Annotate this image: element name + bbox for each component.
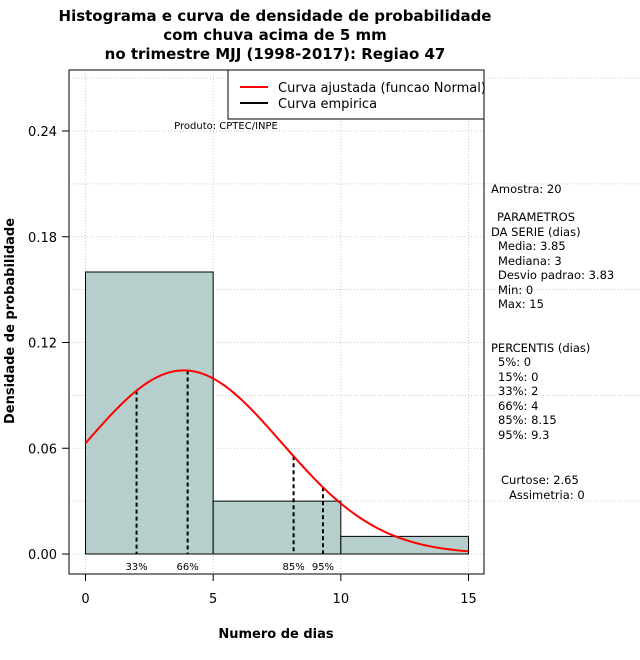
x-tick-label-3: 15 bbox=[460, 592, 477, 607]
x-tick-label-2: 10 bbox=[333, 592, 350, 607]
y-tick-label-3: 0.18 bbox=[28, 231, 57, 246]
legend-box bbox=[227, 69, 485, 120]
stddev-text: Desvio padrao: 3.83 bbox=[498, 268, 614, 282]
percentile-markers: 33% 66% 85% 95% bbox=[125, 370, 334, 573]
legend: Curva ajustada (funcao Normal) Curva emp… bbox=[227, 69, 486, 120]
percentiles-heading: PERCENTIS (dias) bbox=[491, 341, 590, 355]
title-line-1: Histograma e curva de densidade de proba… bbox=[59, 7, 492, 25]
mean-text: Media: 3.85 bbox=[498, 239, 566, 253]
y-tick-label-4: 0.24 bbox=[28, 125, 57, 140]
x-axis-label: Numero de dias bbox=[218, 627, 334, 642]
histogram-bar-1 bbox=[212, 500, 342, 555]
legend-label-empirical: Curva empirica bbox=[278, 97, 377, 112]
y-axis: 0.00 0.06 0.12 0.18 0.24 bbox=[28, 125, 69, 563]
params-heading-2: DA SERIE (dias) bbox=[491, 225, 581, 239]
source-annotation: Produto: CPTEC/INPE bbox=[174, 121, 278, 132]
fitted-normal-curve bbox=[84, 369, 469, 553]
x-tick-label-1: 5 bbox=[209, 592, 217, 607]
histogram-bar-0 bbox=[85, 271, 214, 555]
y-tick-label-1: 0.06 bbox=[28, 442, 57, 457]
p85-text: 85%: 8.15 bbox=[498, 413, 557, 427]
legend-label-fitted: Curva ajustada (funcao Normal) bbox=[278, 81, 486, 96]
y-axis-label: Densidade de probabilidade bbox=[3, 218, 18, 424]
percentile-label-0: 33% bbox=[125, 562, 147, 573]
kurtosis-text: Curtose: 2.65 bbox=[501, 473, 579, 487]
percentile-label-3: 95% bbox=[312, 562, 334, 573]
y-tick-label-0: 0.00 bbox=[28, 548, 57, 563]
x-tick-label-0: 0 bbox=[81, 592, 89, 607]
skewness-text: Assimetria: 0 bbox=[509, 488, 585, 502]
median-text: Mediana: 3 bbox=[498, 254, 562, 268]
y-tick-label-2: 0.12 bbox=[28, 337, 57, 352]
title-line-3: no trimestre MJJ (1998-2017): Regiao 47 bbox=[105, 45, 446, 63]
x-axis: 0 5 10 15 bbox=[81, 573, 477, 607]
p33-text: 33%: 2 bbox=[498, 384, 538, 398]
fitted-curve-layer bbox=[84, 369, 469, 553]
title-line-2: com chuva acima de 5 mm bbox=[163, 26, 387, 44]
sample-size-text: Amostra: 20 bbox=[491, 182, 562, 196]
min-text: Min: 0 bbox=[498, 283, 533, 297]
p15-text: 15%: 0 bbox=[498, 370, 538, 384]
percentile-label-1: 66% bbox=[177, 562, 199, 573]
chart-title: Histograma e curva de densidade de proba… bbox=[59, 7, 492, 63]
p66-text: 66%: 4 bbox=[498, 399, 538, 413]
statistics-panel: Amostra: 20 PARAMETROS DA SERIE (dias) M… bbox=[491, 182, 614, 502]
percentile-label-2: 85% bbox=[282, 562, 304, 573]
histogram-bar-2 bbox=[340, 535, 470, 555]
p05-text: 5%: 0 bbox=[498, 355, 531, 369]
max-text: Max: 15 bbox=[498, 297, 544, 311]
p95-text: 95%: 9.3 bbox=[498, 428, 549, 442]
histogram-bars bbox=[85, 271, 470, 555]
params-heading-1: PARAMETROS bbox=[497, 210, 575, 224]
